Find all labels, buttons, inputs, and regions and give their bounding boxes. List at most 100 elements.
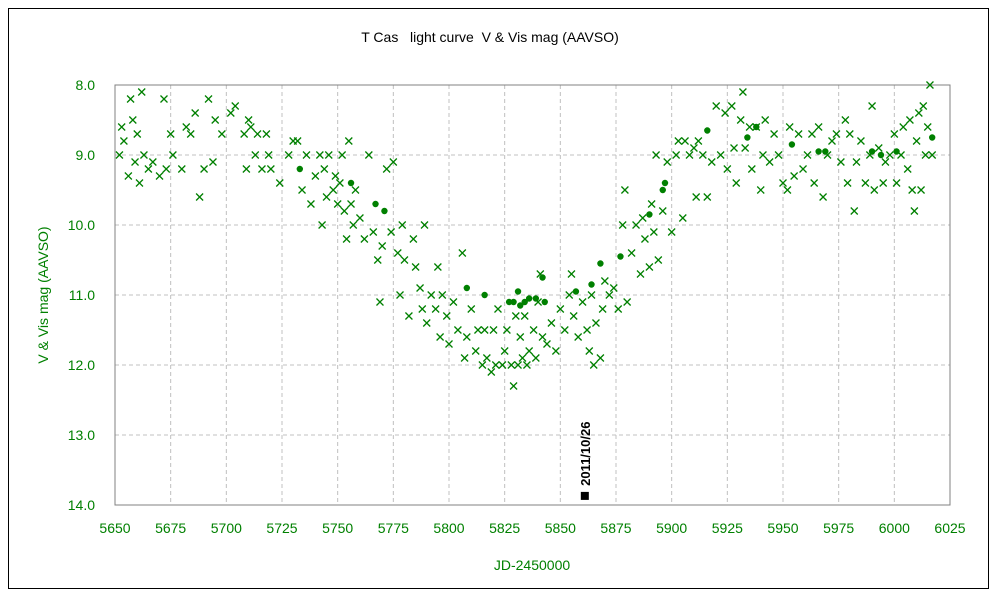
- vis-data-point: [745, 123, 754, 131]
- vis-data-point: [119, 137, 128, 145]
- vis-data-point: [531, 354, 540, 362]
- vis-data-point: [411, 263, 420, 271]
- vis-data-point: [389, 158, 398, 166]
- x-tick-label: 5675: [155, 520, 186, 536]
- vis-data-point: [658, 207, 667, 215]
- vis-data-point: [779, 179, 787, 187]
- v-data-point: [481, 291, 488, 299]
- x-tick-label: 5800: [433, 520, 464, 536]
- vis-data-point: [500, 347, 509, 355]
- vis-data-point: [721, 109, 730, 117]
- vis-data-point: [409, 235, 418, 243]
- vis-data-point: [324, 151, 333, 159]
- vis-data-point: [529, 326, 538, 334]
- x-tick-label: 5825: [489, 520, 520, 536]
- vis-data-point: [351, 186, 360, 194]
- v-data-point: [753, 123, 760, 131]
- vis-data-point: [674, 137, 683, 145]
- x-tick-label: 5975: [823, 520, 854, 536]
- vis-data-point: [921, 151, 930, 159]
- vis-data-point: [799, 165, 807, 173]
- v-data-point: [646, 211, 653, 218]
- v-data-point: [822, 148, 829, 155]
- v-data-point: [928, 134, 936, 141]
- vis-data-point: [491, 361, 500, 369]
- vis-data-point: [692, 193, 701, 201]
- vis-data-point: [547, 319, 556, 327]
- vis-data-point: [420, 221, 429, 229]
- vis-data-point: [342, 235, 351, 243]
- v-data-point: [525, 295, 533, 302]
- vis-data-point: [418, 305, 427, 313]
- vis-data-point: [509, 382, 518, 390]
- vis-data-point: [868, 102, 877, 110]
- vis-data-point: [565, 291, 574, 299]
- vis-data-point: [482, 354, 491, 362]
- date-annotation: 2011/10/26: [578, 422, 593, 500]
- vis-data-point: [567, 270, 576, 278]
- vis-data-point: [903, 165, 912, 173]
- vis-data-point: [605, 291, 614, 299]
- vis-data-point: [574, 333, 583, 341]
- x-tick-label: 6000: [879, 520, 910, 536]
- vis-data-point: [355, 214, 364, 222]
- vis-data-point: [765, 158, 774, 166]
- vis-data-point: [556, 305, 565, 313]
- vis-data-point: [678, 214, 687, 222]
- v-data-point: [296, 165, 304, 173]
- vis-data-point: [730, 144, 738, 152]
- vis-data-point: [596, 354, 605, 362]
- vis-data-point: [436, 333, 445, 341]
- v-data-point: [617, 253, 624, 260]
- v-data-point: [510, 298, 517, 306]
- vis-data-point: [652, 151, 661, 159]
- vis-data-point: [516, 333, 525, 341]
- vis-data-point: [498, 361, 507, 369]
- vis-data-point: [393, 249, 402, 257]
- vis-data-point: [387, 228, 396, 236]
- vis-data-point: [489, 326, 498, 334]
- v-data-point: [661, 179, 669, 187]
- vis-data-point: [785, 123, 794, 131]
- vis-data-point: [126, 95, 135, 103]
- vis-data-point: [836, 158, 845, 166]
- vis-data-point: [819, 193, 828, 201]
- v-data-point: [659, 186, 666, 194]
- vis-data-point: [329, 186, 338, 194]
- vis-data-point: [416, 284, 425, 292]
- vis-data-point: [632, 221, 640, 229]
- vis-data-point: [636, 270, 645, 278]
- date-marker: [580, 491, 589, 500]
- vis-data-point: [543, 340, 551, 348]
- vis-data-point: [803, 151, 812, 159]
- vis-data-point: [870, 186, 879, 194]
- vis-data-point: [689, 144, 698, 152]
- vis-data-point: [814, 123, 823, 131]
- vis-data-point: [231, 102, 240, 110]
- vis-data-point: [473, 326, 482, 334]
- vis-data-point: [364, 151, 373, 159]
- vis-data-point: [502, 326, 511, 334]
- vis-data-point: [598, 305, 607, 313]
- vis-data-point: [494, 305, 502, 313]
- x-tick-label: 5650: [99, 520, 130, 536]
- vis-data-point: [881, 158, 890, 166]
- vis-data-point: [191, 109, 200, 117]
- vis-data-point: [507, 361, 516, 369]
- vis-data-point: [422, 319, 431, 327]
- vis-data-point: [258, 165, 266, 173]
- vis-data-point: [703, 193, 712, 201]
- vis-data-point: [627, 249, 636, 257]
- vis-data-point: [320, 165, 329, 173]
- y-tick-label: 11.0: [69, 287, 95, 303]
- vis-data-point: [879, 179, 888, 187]
- v-data-point: [539, 274, 546, 281]
- vis-data-point: [360, 235, 369, 243]
- vis-data-point: [892, 179, 901, 187]
- vis-data-point: [618, 221, 627, 229]
- vis-data-point: [587, 291, 596, 299]
- vis-data-point: [131, 158, 139, 166]
- vis-data-point: [226, 109, 235, 117]
- vis-data-point: [511, 312, 520, 320]
- vis-data-point: [600, 277, 609, 285]
